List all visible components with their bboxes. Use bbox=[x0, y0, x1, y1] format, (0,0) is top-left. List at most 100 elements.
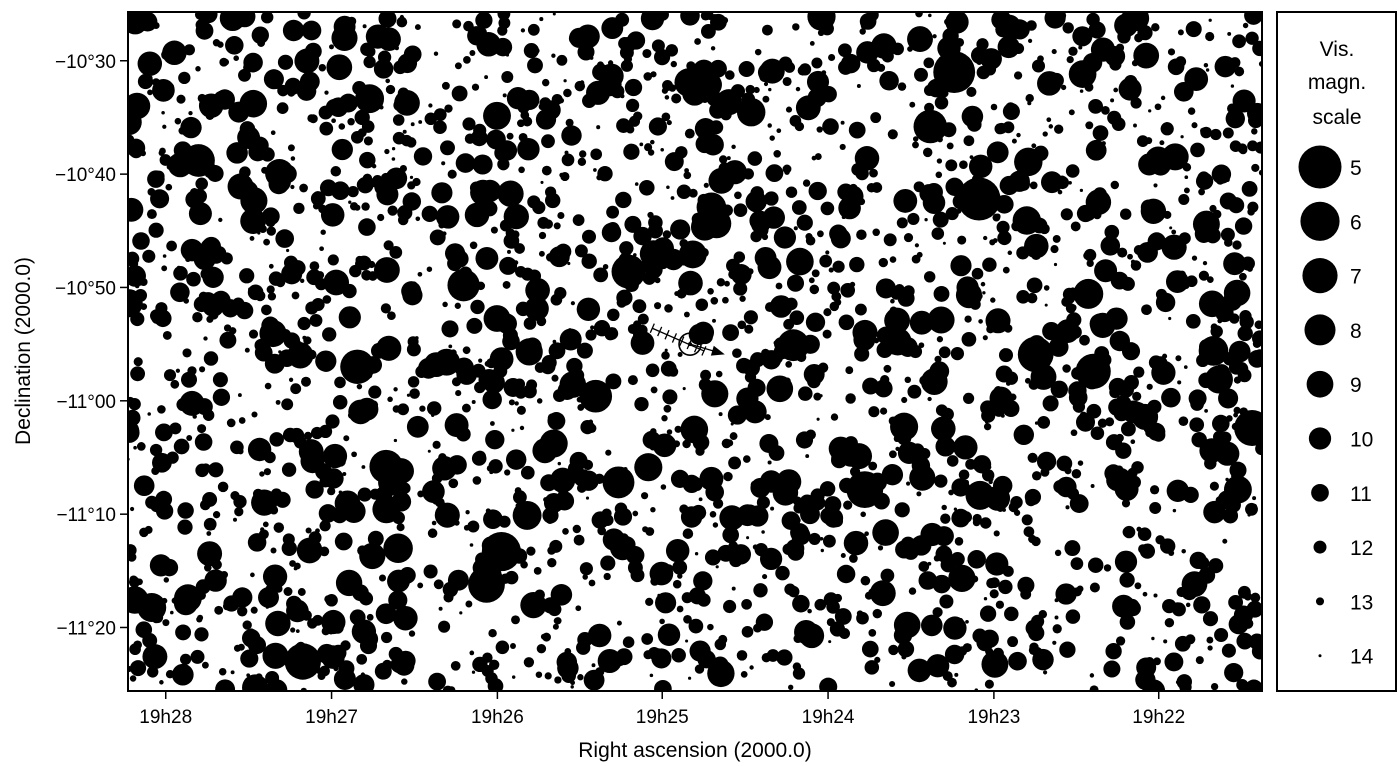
field-star bbox=[563, 79, 567, 83]
field-star bbox=[1185, 21, 1202, 38]
field-star bbox=[792, 667, 806, 680]
field-star bbox=[577, 157, 587, 167]
field-star bbox=[828, 267, 834, 273]
field-star bbox=[685, 639, 689, 643]
field-star bbox=[481, 39, 486, 44]
field-star bbox=[868, 406, 880, 418]
field-star bbox=[1056, 455, 1073, 472]
field-star bbox=[324, 90, 329, 95]
bright-star bbox=[957, 177, 1001, 221]
field-star bbox=[349, 264, 362, 278]
field-star bbox=[523, 657, 535, 668]
bright-star bbox=[602, 466, 635, 499]
field-star bbox=[734, 462, 739, 467]
field-star bbox=[540, 359, 556, 375]
field-star bbox=[206, 531, 212, 536]
field-star bbox=[251, 489, 278, 516]
field-star bbox=[660, 148, 664, 152]
field-star bbox=[880, 407, 888, 415]
field-star bbox=[742, 455, 751, 463]
field-star bbox=[334, 532, 353, 551]
field-star bbox=[1210, 128, 1222, 141]
field-star bbox=[926, 654, 950, 678]
field-star bbox=[1094, 259, 1118, 283]
field-star bbox=[600, 555, 616, 571]
field-star bbox=[325, 414, 340, 429]
field-star bbox=[186, 271, 201, 287]
field-star bbox=[619, 241, 634, 256]
field-star bbox=[889, 256, 897, 263]
field-star bbox=[783, 61, 796, 73]
field-star bbox=[856, 229, 867, 240]
field-star bbox=[983, 423, 992, 431]
bright-star bbox=[933, 51, 976, 94]
field-star bbox=[210, 356, 217, 364]
field-star bbox=[552, 339, 557, 344]
field-star bbox=[297, 12, 311, 20]
field-star bbox=[506, 132, 514, 140]
field-star bbox=[380, 631, 393, 644]
field-star bbox=[301, 20, 322, 41]
field-star bbox=[995, 22, 1011, 38]
field-star bbox=[334, 376, 346, 389]
field-star bbox=[388, 590, 408, 610]
field-star bbox=[272, 364, 276, 368]
field-star bbox=[202, 661, 209, 669]
field-star bbox=[239, 600, 245, 606]
bright-star bbox=[777, 329, 810, 362]
field-star bbox=[982, 257, 997, 272]
field-star bbox=[215, 679, 236, 691]
field-star bbox=[1200, 126, 1212, 139]
field-star bbox=[909, 101, 916, 108]
comet-tick bbox=[679, 336, 685, 347]
field-star bbox=[1013, 424, 1035, 446]
field-star bbox=[523, 317, 537, 330]
field-star bbox=[1054, 598, 1059, 603]
field-star bbox=[684, 128, 695, 139]
field-star bbox=[765, 164, 784, 182]
field-star bbox=[1134, 582, 1142, 590]
field-star bbox=[214, 605, 224, 615]
legend-star-symbol bbox=[1308, 427, 1332, 450]
field-star bbox=[195, 19, 208, 31]
field-star bbox=[673, 440, 681, 448]
field-star bbox=[625, 98, 640, 113]
field-star bbox=[597, 61, 604, 69]
field-star bbox=[746, 536, 750, 540]
field-star bbox=[795, 86, 801, 92]
field-star bbox=[576, 302, 591, 317]
field-star bbox=[717, 182, 723, 188]
field-star bbox=[433, 51, 439, 56]
field-star bbox=[219, 57, 229, 67]
field-star bbox=[811, 269, 820, 278]
field-star bbox=[918, 571, 938, 590]
field-star bbox=[688, 188, 698, 198]
field-star bbox=[200, 268, 213, 280]
field-star bbox=[170, 610, 174, 615]
field-star bbox=[1252, 339, 1262, 348]
field-star bbox=[645, 363, 660, 378]
field-star bbox=[694, 118, 717, 140]
field-star bbox=[281, 263, 303, 285]
field-star bbox=[433, 120, 447, 135]
field-star bbox=[469, 650, 475, 656]
field-star bbox=[547, 602, 562, 617]
field-star bbox=[198, 291, 209, 302]
field-star bbox=[333, 666, 339, 672]
field-star bbox=[922, 147, 933, 158]
field-star bbox=[322, 295, 332, 304]
field-star bbox=[791, 200, 807, 215]
field-star bbox=[423, 564, 438, 579]
bright-star bbox=[1075, 353, 1111, 389]
field-star bbox=[1160, 95, 1166, 101]
field-star bbox=[651, 648, 672, 669]
field-star bbox=[547, 413, 558, 423]
field-star bbox=[1146, 383, 1153, 390]
field-star bbox=[927, 306, 955, 334]
field-star bbox=[291, 291, 300, 300]
field-star bbox=[749, 665, 754, 670]
field-star bbox=[1228, 595, 1243, 610]
field-star bbox=[128, 92, 151, 120]
field-star bbox=[798, 386, 813, 401]
field-star bbox=[438, 620, 451, 633]
